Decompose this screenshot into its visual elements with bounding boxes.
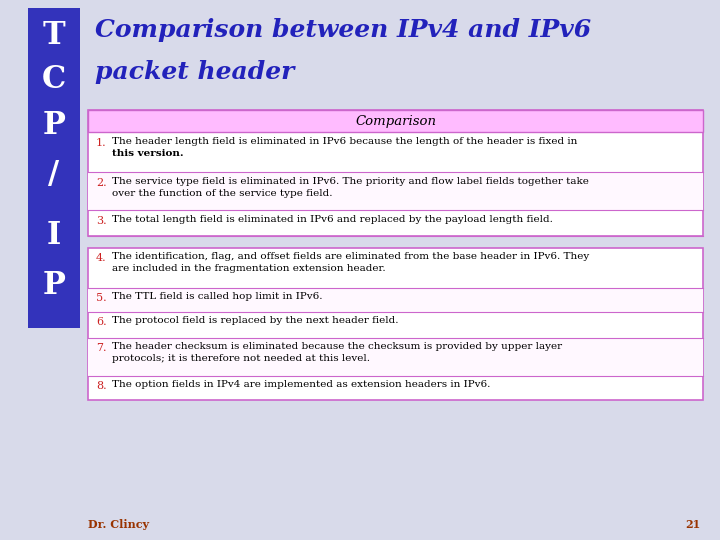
Bar [88,172,703,210]
Text: I: I [47,219,61,251]
Text: 1.: 1. [96,138,107,148]
Text: The service type field is eliminated in IPv6. The priority and flow label fields: The service type field is eliminated in … [112,177,589,186]
Text: /: / [48,159,60,191]
Bar [88,288,703,312]
Text: 4.: 4. [96,253,107,263]
Text: P: P [42,269,66,300]
Text: C: C [42,64,66,96]
Text: The protocol field is replaced by the next header field.: The protocol field is replaced by the ne… [112,316,398,325]
Text: 2.: 2. [96,178,107,188]
Text: Dr. Clincy: Dr. Clincy [88,519,149,530]
Text: packet header: packet header [95,60,294,84]
Bar [88,248,703,400]
Text: 21: 21 [685,519,700,530]
Text: 6.: 6. [96,317,107,327]
Text: The TTL field is called hop limit in IPv6.: The TTL field is called hop limit in IPv… [112,292,323,301]
Text: Comparison between IPv4 and IPv6: Comparison between IPv4 and IPv6 [95,18,591,42]
Text: protocols; it is therefore not needed at this level.: protocols; it is therefore not needed at… [112,354,370,363]
Text: P: P [42,110,66,140]
Bar [88,110,703,236]
Text: The header length field is eliminated in IPv6 because the length of the header i: The header length field is eliminated in… [112,137,577,146]
Text: The header checksum is eliminated because the checksum is provided by upper laye: The header checksum is eliminated becaus… [112,342,562,351]
Text: over the function of the service type field.: over the function of the service type fi… [112,188,333,198]
Text: 3.: 3. [96,216,107,226]
Text: The total length field is eliminated in IPv6 and replaced by the payload length : The total length field is eliminated in … [112,215,553,224]
Text: 8.: 8. [96,381,107,391]
Text: The option fields in IPv4 are implemented as extension headers in IPv6.: The option fields in IPv4 are implemente… [112,380,490,389]
Text: are included in the fragmentation extension header.: are included in the fragmentation extens… [112,264,386,273]
Text: Comparison: Comparison [355,114,436,127]
Bar [28,8,80,328]
Bar [88,338,703,376]
Bar [88,110,703,132]
Text: this version.: this version. [112,148,184,158]
Text: 7.: 7. [96,343,107,353]
Text: The identification, flag, and offset fields are eliminated from the base header : The identification, flag, and offset fie… [112,252,589,261]
Text: 5.: 5. [96,293,107,303]
Text: T: T [42,19,66,51]
